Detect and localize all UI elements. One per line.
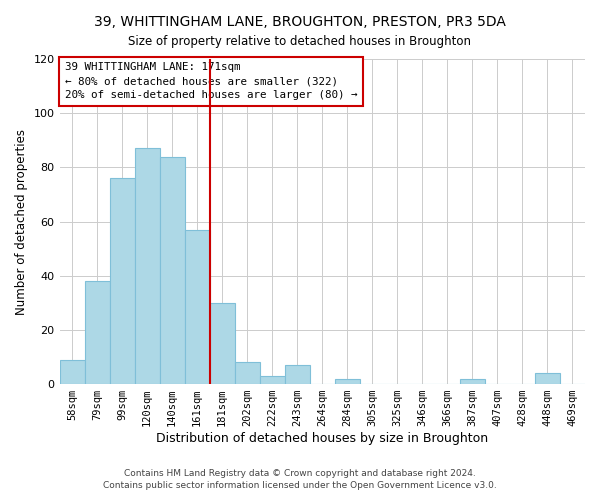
Y-axis label: Number of detached properties: Number of detached properties	[15, 128, 28, 314]
Bar	[59, 360, 85, 384]
Bar	[285, 365, 310, 384]
Text: Contains HM Land Registry data © Crown copyright and database right 2024.
Contai: Contains HM Land Registry data © Crown c…	[103, 468, 497, 490]
Bar	[209, 303, 235, 384]
Bar	[134, 148, 160, 384]
Bar	[160, 156, 185, 384]
Bar	[185, 230, 209, 384]
Bar	[110, 178, 134, 384]
Bar	[85, 281, 110, 384]
Text: Size of property relative to detached houses in Broughton: Size of property relative to detached ho…	[128, 35, 472, 48]
Bar	[260, 376, 285, 384]
Text: 39, WHITTINGHAM LANE, BROUGHTON, PRESTON, PR3 5DA: 39, WHITTINGHAM LANE, BROUGHTON, PRESTON…	[94, 15, 506, 29]
Bar	[535, 373, 560, 384]
Bar	[335, 378, 360, 384]
X-axis label: Distribution of detached houses by size in Broughton: Distribution of detached houses by size …	[156, 432, 488, 445]
Bar	[235, 362, 260, 384]
Text: 39 WHITTINGHAM LANE: 171sqm
← 80% of detached houses are smaller (322)
20% of se: 39 WHITTINGHAM LANE: 171sqm ← 80% of det…	[65, 62, 357, 100]
Bar	[460, 378, 485, 384]
